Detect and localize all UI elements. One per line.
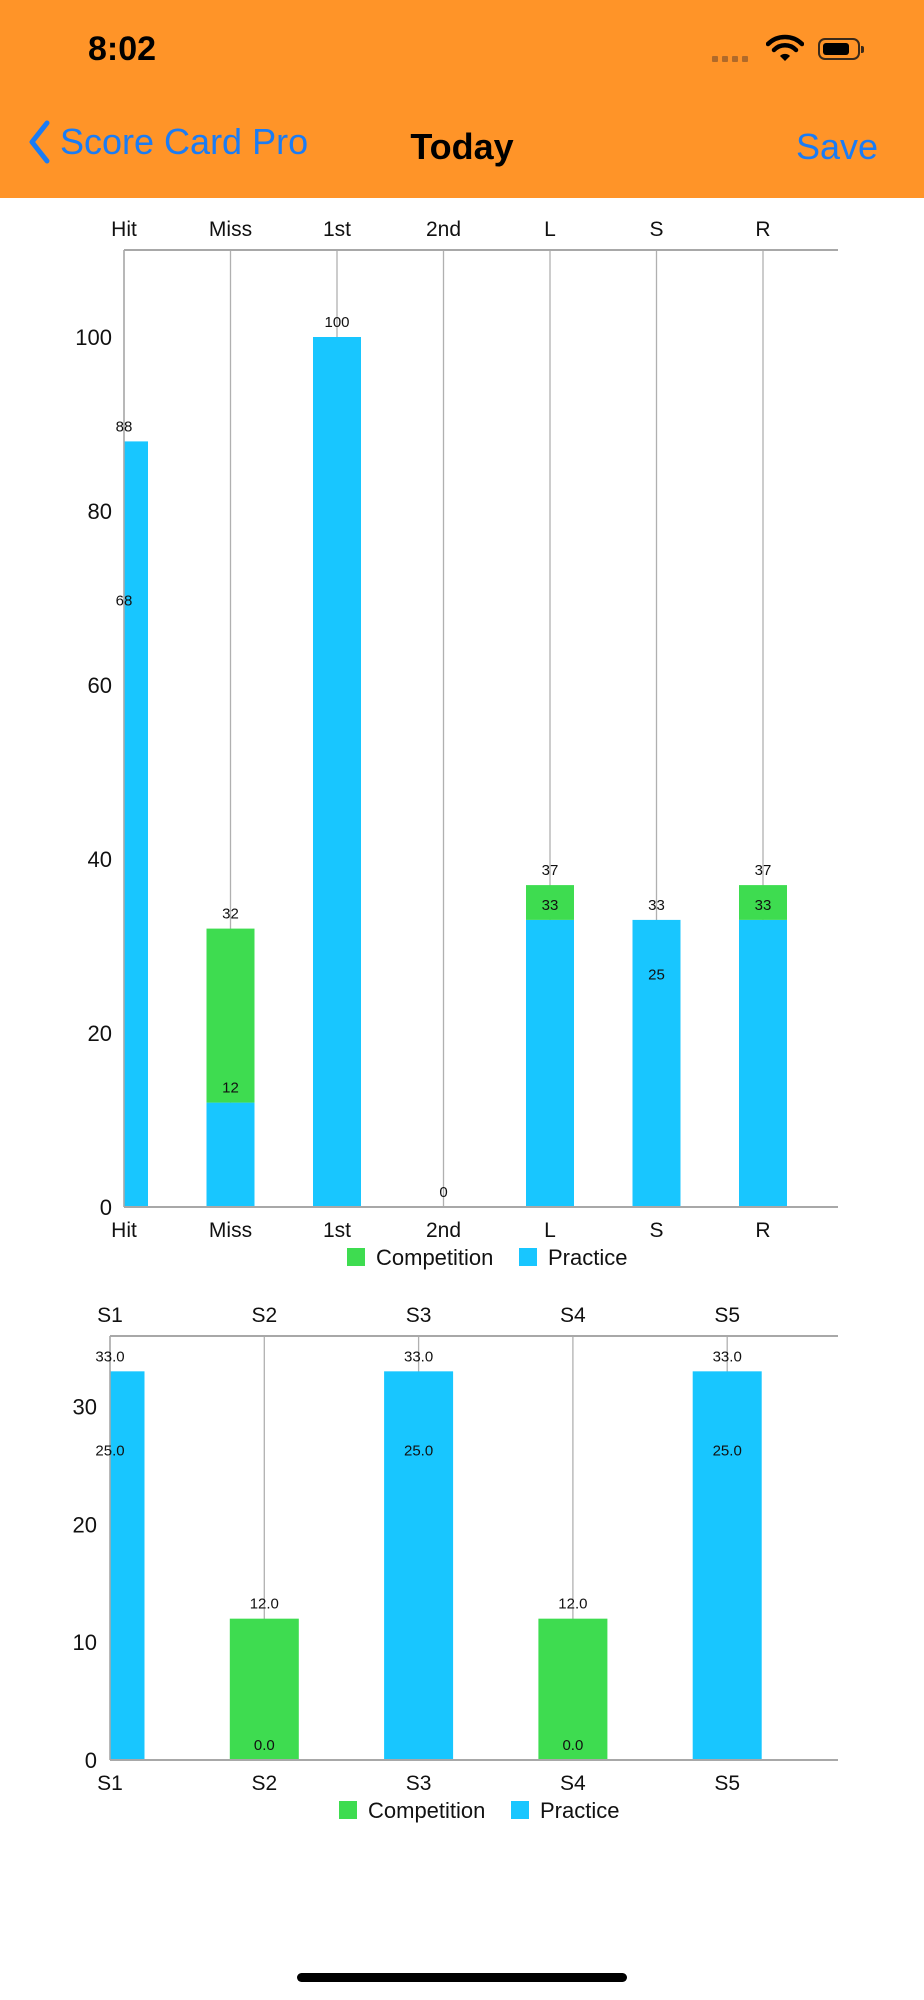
y-tick-label: 10: [73, 1630, 97, 1655]
back-button[interactable]: Score Card Pro: [28, 120, 308, 164]
x-tick-label: S3: [406, 1772, 432, 1795]
chevron-left-icon: [29, 120, 50, 164]
data-label: 33.0: [95, 1348, 124, 1365]
y-tick-label: 20: [88, 1021, 112, 1046]
x-top-tick-label: Miss: [209, 218, 252, 241]
data-label: 12.0: [558, 1596, 587, 1613]
legend-label-practice: Practice: [540, 1798, 619, 1823]
legend-label-competition: Competition: [368, 1798, 485, 1823]
cellular-signal-icon: [712, 56, 748, 62]
legend-swatch-competition: [339, 1801, 357, 1819]
practice-bar: [739, 919, 787, 1207]
x-top-tick-label: Hit: [111, 218, 137, 241]
practice-bar: [313, 337, 361, 1207]
x-top-tick-label: S1: [97, 1304, 123, 1327]
wifi-icon: [766, 34, 804, 61]
data-label: 68: [116, 592, 133, 609]
data-label: 25.0: [404, 1443, 433, 1460]
navigation-header: 8:02 Score Card Pro Today Save: [0, 0, 924, 198]
y-tick-label: 30: [73, 1395, 97, 1420]
competition-bar: [739, 885, 787, 920]
practice-bar: [526, 919, 574, 1207]
data-label: 100: [324, 314, 349, 331]
y-tick-label: 100: [75, 325, 112, 350]
data-label: 33: [755, 897, 772, 914]
y-tick-label: 20: [73, 1512, 97, 1537]
x-top-tick-label: S3: [406, 1304, 432, 1327]
data-label: 12.0: [250, 1596, 279, 1613]
x-tick-label: S: [649, 1219, 663, 1242]
x-tick-label: S1: [97, 1772, 123, 1795]
x-top-tick-label: S: [649, 218, 663, 241]
home-indicator[interactable]: [297, 1973, 627, 1982]
x-tick-label: R: [755, 1219, 770, 1242]
status-time: 8:02: [88, 30, 157, 68]
x-top-tick-label: S4: [560, 1304, 586, 1327]
competition-bar: [526, 885, 574, 920]
practice-bar: [206, 1102, 255, 1207]
data-label: 0.0: [562, 1737, 583, 1754]
legend-swatch-practice: [511, 1801, 529, 1819]
save-button[interactable]: Save: [795, 126, 878, 167]
practice-bar: [124, 441, 148, 1207]
x-top-tick-label: S5: [714, 1304, 740, 1327]
y-tick-label: 80: [88, 499, 112, 524]
battery-icon: [818, 38, 864, 60]
data-label: 88: [116, 418, 133, 435]
data-label: 0.0: [254, 1737, 275, 1754]
legend-label-practice: Practice: [548, 1245, 627, 1270]
x-top-tick-label: S2: [251, 1304, 277, 1327]
x-tick-label: 2nd: [426, 1219, 461, 1242]
legend-label-competition: Competition: [376, 1245, 493, 1270]
data-label: 0: [439, 1184, 447, 1201]
back-button-label: Score Card Pro: [60, 121, 309, 162]
x-tick-label: S4: [560, 1772, 586, 1795]
practice-bar: [110, 1371, 145, 1760]
practice-bar: [632, 919, 681, 1207]
x-top-tick-label: R: [755, 218, 770, 241]
x-tick-label: L: [544, 1219, 556, 1242]
data-label: 12: [222, 1080, 239, 1097]
y-tick-label: 0: [100, 1195, 112, 1220]
data-label: 37: [542, 862, 559, 879]
practice-bar: [384, 1371, 454, 1760]
data-label: 25: [648, 967, 665, 984]
x-tick-label: 1st: [323, 1219, 351, 1242]
series-stacked-bar-chart: 33.0 25.0 12.0 0.0 33.0 25.0 12.0 0.0 33.0 25.0 0 1…: [73, 1304, 838, 1823]
data-label: 32: [222, 906, 239, 923]
data-label: 33.0: [404, 1348, 433, 1365]
x-top-tick-label: 2nd: [426, 218, 461, 241]
legend-swatch-practice: [519, 1248, 537, 1266]
y-tick-label: 60: [88, 673, 112, 698]
x-tick-label: S5: [714, 1772, 740, 1795]
y-tick-label: 0: [85, 1748, 97, 1773]
data-label: 33: [648, 897, 665, 914]
x-tick-label: Miss: [209, 1219, 252, 1242]
y-tick-label: 40: [88, 847, 112, 872]
legend-swatch-competition: [347, 1248, 365, 1266]
data-label: 37: [755, 862, 772, 879]
competition-bar: [538, 1618, 608, 1760]
data-label: 25.0: [95, 1443, 124, 1460]
x-top-tick-label: L: [544, 218, 556, 241]
x-tick-label: Hit: [111, 1219, 137, 1242]
practice-bar: [692, 1371, 762, 1760]
data-label: 33: [542, 897, 559, 914]
page-title: Today: [410, 126, 514, 167]
data-label: 25.0: [713, 1443, 742, 1460]
data-label: 33.0: [713, 1348, 742, 1365]
x-tick-label: S2: [251, 1772, 277, 1795]
overall-stacked-bar-chart: 88 68 32 12 100 0 37 33 33 25 37 33 0 20 40 60 80 100 Hit H…: [75, 218, 838, 1270]
x-top-tick-label: 1st: [323, 218, 351, 241]
competition-bar: [229, 1618, 299, 1760]
competition-bar: [206, 928, 255, 1103]
